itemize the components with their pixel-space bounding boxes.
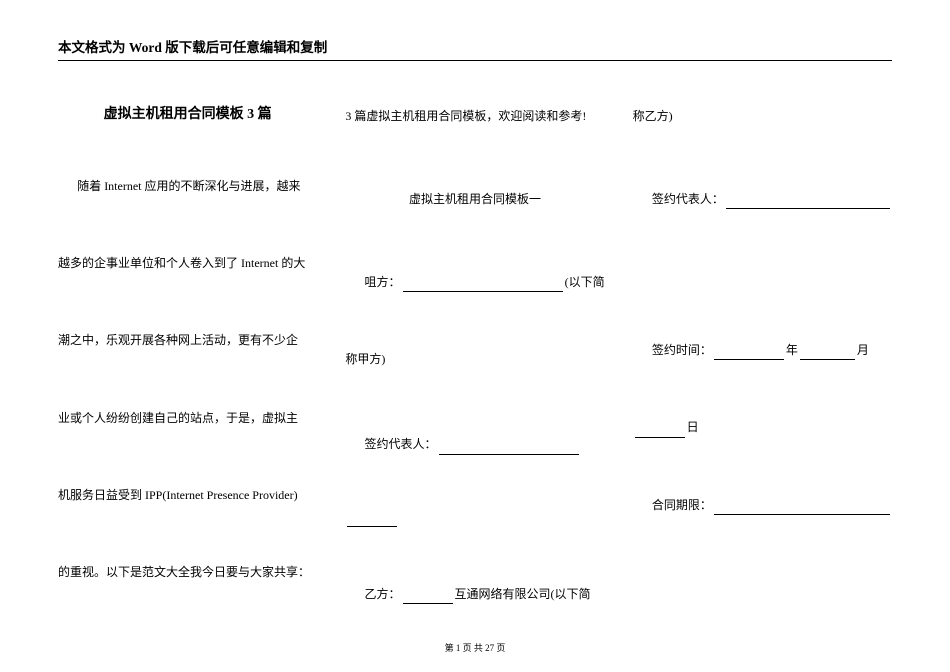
col2-subtitle: 虚拟主机租用合同模板一	[345, 190, 604, 207]
sign-date-line: 签约时间： 年 月	[633, 341, 892, 360]
year-blank	[714, 346, 784, 360]
party-a-label: 咀方：	[365, 273, 401, 292]
footer-pre: 第	[445, 643, 456, 653]
column-2: 3 篇虚拟主机租用合同模板，欢迎阅读和参考! 虚拟主机租用合同模板一 咀方： (…	[345, 103, 604, 604]
year-label: 年	[786, 341, 798, 360]
col1-p6: 的重视。以下是范文大全我今日要与大家共享：	[58, 563, 317, 582]
party-b-line: 乙方： 互通网络有限公司(以下简	[345, 585, 604, 604]
footer-mid: 页 共	[460, 643, 485, 653]
col1-p4: 业或个人纷纷创建自己的站点，于是，虚拟主	[58, 409, 317, 428]
contract-period-line: 合同期限：	[633, 496, 892, 515]
party-a-name: 称甲方)	[345, 350, 604, 369]
party-a-line: 咀方： (以下简	[345, 273, 604, 292]
contract-period-blank	[714, 501, 890, 515]
sign-rep-b-line: 签约代表人：	[633, 190, 892, 209]
party-a-blank	[403, 278, 563, 292]
contract-period-label: 合同期限：	[652, 496, 712, 515]
col1-p3: 潮之中，乐观开展各种网上活动，更有不少企	[58, 331, 317, 350]
day-label: 日	[687, 418, 699, 437]
month-blank	[800, 346, 855, 360]
footer-suf: 页	[494, 643, 505, 653]
blank-line-a	[345, 513, 604, 527]
blank-a	[347, 513, 397, 527]
sign-rep-b-blank	[726, 195, 890, 209]
sign-time-label: 签约时间：	[652, 341, 712, 360]
day-line: 日	[633, 418, 892, 437]
col1-p5: 机服务日益受到 IPP(Internet Presence Provider)	[58, 486, 317, 505]
sign-rep-a-label: 签约代表人：	[365, 435, 437, 454]
footer-total-pages: 27	[485, 643, 494, 653]
column-3: 称乙方) 签约代表人： 签约时间： 年 月 日 合同期限：	[633, 103, 892, 604]
party-b-blank	[403, 590, 453, 604]
col1-p2: 越多的企事业单位和个人卷入到了 Internet 的大	[58, 254, 317, 273]
column-1: 虚拟主机租用合同模板 3 篇 随着 Internet 应用的不断深化与进展，越来…	[58, 103, 317, 604]
col1-p1: 随着 Internet 应用的不断深化与进展，越来	[58, 177, 317, 196]
sign-rep-a-blank	[439, 441, 579, 455]
columns-container: 虚拟主机租用合同模板 3 篇 随着 Internet 应用的不断深化与进展，越来…	[58, 103, 892, 604]
page-footer: 第 1 页 共 27 页	[0, 641, 950, 654]
col2-intro: 3 篇虚拟主机租用合同模板，欢迎阅读和参考!	[345, 107, 604, 124]
doc-title: 虚拟主机租用合同模板 3 篇	[58, 103, 317, 123]
day-blank	[635, 424, 685, 438]
month-label: 月	[857, 341, 869, 360]
header-notice: 本文格式为 Word 版下载后可任意编辑和复制	[58, 36, 892, 61]
sign-rep-a-line: 签约代表人：	[345, 435, 604, 454]
sign-rep-b-label: 签约代表人：	[652, 190, 724, 209]
document-page: 本文格式为 Word 版下载后可任意编辑和复制 虚拟主机租用合同模板 3 篇 随…	[0, 0, 950, 604]
party-b-label: 乙方：	[365, 585, 401, 604]
party-a-suffix: (以下简	[565, 273, 605, 292]
party-b-company: 互通网络有限公司(以下简	[455, 585, 591, 604]
party-b-name: 称乙方)	[633, 107, 892, 124]
